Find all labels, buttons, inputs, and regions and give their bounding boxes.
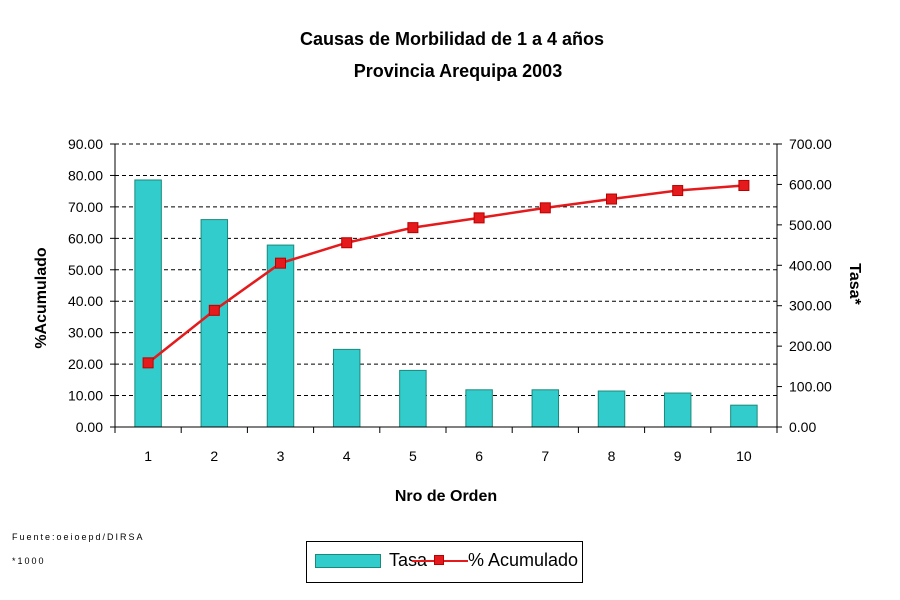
line-acumulado bbox=[147, 184, 744, 364]
legend-label-acumulado: % Acumulado bbox=[468, 550, 579, 570]
right-tick-label: 0.00 bbox=[789, 419, 816, 435]
grid-lines bbox=[115, 143, 777, 397]
point-acumulado bbox=[275, 257, 286, 269]
point-acumulado bbox=[407, 222, 419, 234]
y-axis-label-right: Tasa* bbox=[846, 263, 863, 305]
x-tick-label: 2 bbox=[210, 448, 218, 464]
left-tick-label: 0.00 bbox=[76, 419, 103, 435]
bar-tasa bbox=[399, 369, 427, 428]
point-acumulado bbox=[606, 193, 617, 205]
bars-group bbox=[134, 179, 758, 428]
note-footnote: *1000 bbox=[12, 556, 46, 566]
bar-tasa bbox=[332, 348, 361, 428]
bar-tasa bbox=[266, 244, 295, 428]
left-tick-label: 40.00 bbox=[68, 293, 103, 309]
point-acumulado bbox=[142, 357, 154, 369]
right-tick-label: 300.00 bbox=[789, 298, 832, 314]
bar-tasa bbox=[531, 389, 560, 428]
source-footnote: Fuente:oeioepd/DIRSA bbox=[12, 532, 145, 542]
point-acumulado bbox=[738, 180, 750, 192]
right-tick-label: 600.00 bbox=[789, 176, 832, 192]
left-tick-label: 30.00 bbox=[68, 325, 103, 341]
right-tick-label: 100.00 bbox=[789, 379, 832, 395]
left-tick-label: 20.00 bbox=[68, 356, 103, 372]
left-tick-label: 70.00 bbox=[68, 199, 103, 215]
x-tick-label: 7 bbox=[541, 448, 549, 464]
left-tick-label: 10.00 bbox=[68, 388, 103, 404]
x-tick-label: 8 bbox=[608, 448, 616, 464]
x-tick-label: 5 bbox=[409, 448, 417, 464]
left-tick-label: 90.00 bbox=[68, 136, 103, 152]
chart-title: Causas de Morbilidad de 1 a 4 años bbox=[300, 29, 604, 49]
point-acumulado bbox=[473, 212, 485, 224]
x-tick-label: 9 bbox=[674, 448, 682, 464]
right-tick-label: 400.00 bbox=[789, 257, 832, 273]
x-axis-label: Nro de Orden bbox=[395, 488, 497, 505]
legend: Tasa % Acumulado bbox=[306, 541, 583, 583]
y-axis-label-left: %Acumulado bbox=[33, 247, 50, 349]
x-tick-label: 10 bbox=[736, 448, 752, 464]
bar-tasa bbox=[597, 390, 626, 428]
bar-tasa bbox=[134, 179, 162, 428]
legend-label-tasa: Tasa bbox=[389, 550, 428, 570]
x-tick-label: 6 bbox=[475, 448, 483, 464]
axes bbox=[110, 143, 782, 433]
bar-tasa bbox=[663, 392, 692, 428]
bar-tasa bbox=[730, 404, 758, 428]
point-acumulado bbox=[672, 185, 684, 197]
legend-swatch-tasa bbox=[315, 554, 381, 568]
point-acumulado bbox=[539, 202, 551, 214]
point-acumulado bbox=[208, 304, 220, 316]
x-tick-label: 4 bbox=[343, 448, 351, 464]
x-tick-label: 1 bbox=[144, 448, 152, 464]
left-tick-label: 60.00 bbox=[68, 230, 103, 246]
right-tick-label: 700.00 bbox=[789, 136, 832, 152]
right-tick-label: 200.00 bbox=[789, 338, 832, 354]
tick-labels: 0.0010.0020.0030.0040.0050.0060.0070.008… bbox=[68, 136, 832, 464]
bar-tasa bbox=[465, 389, 493, 428]
x-tick-label: 3 bbox=[277, 448, 285, 464]
left-tick-label: 80.00 bbox=[68, 167, 103, 183]
chart-subtitle: Provincia Arequipa 2003 bbox=[354, 61, 562, 81]
bar-tasa bbox=[200, 219, 229, 428]
right-tick-label: 500.00 bbox=[789, 217, 832, 233]
line-series bbox=[142, 180, 750, 369]
left-tick-label: 50.00 bbox=[68, 262, 103, 278]
legend-marker-acumulado bbox=[434, 555, 444, 565]
point-acumulado bbox=[341, 237, 353, 249]
